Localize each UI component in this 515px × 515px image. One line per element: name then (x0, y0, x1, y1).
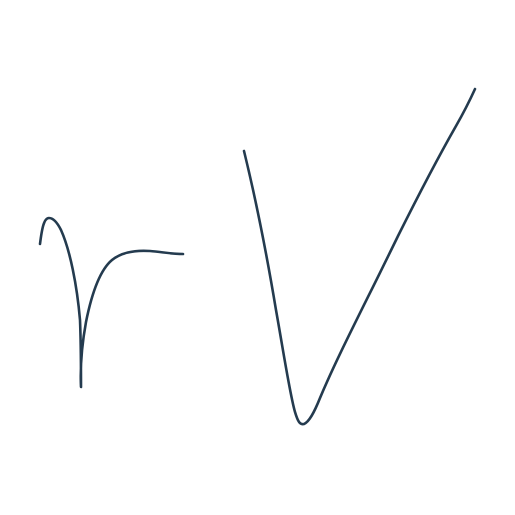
handwritten-r-stroke (38, 216, 185, 389)
handwritten-v-stroke (242, 87, 477, 426)
